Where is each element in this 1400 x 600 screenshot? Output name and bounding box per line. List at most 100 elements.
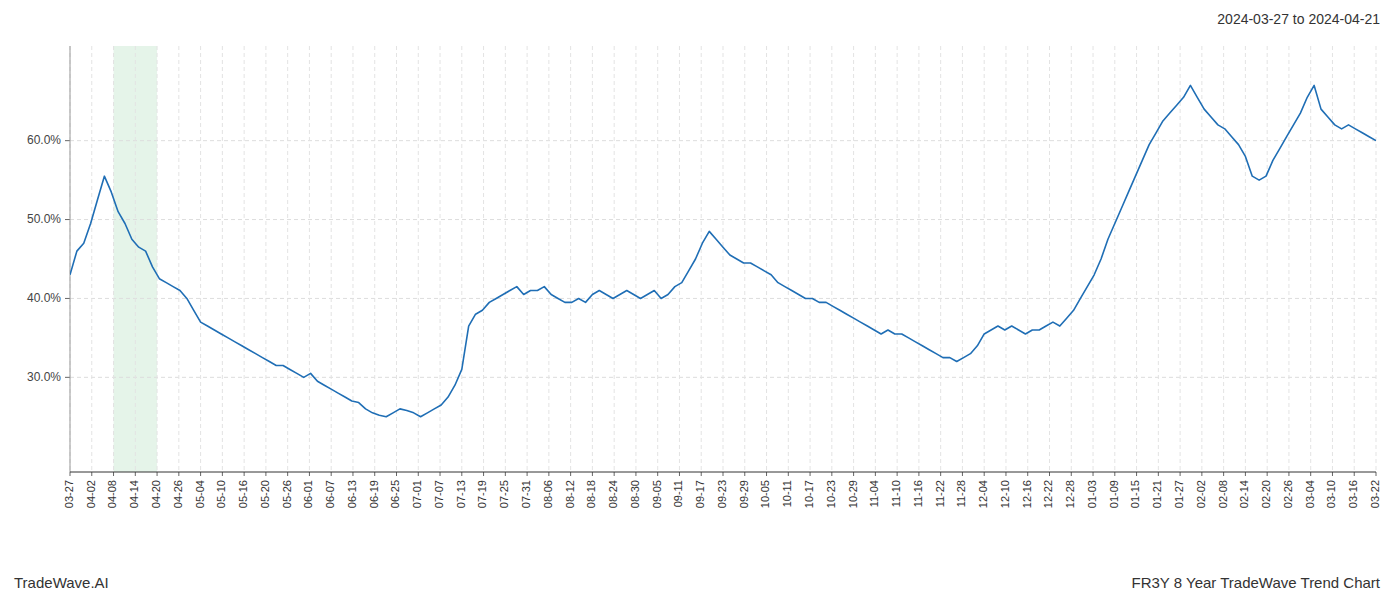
x-grid-line <box>1180 46 1181 472</box>
x-grid-line <box>287 46 288 472</box>
x-tick-label: 10-11 <box>781 480 793 507</box>
x-tick <box>1049 472 1050 476</box>
x-tick <box>200 472 201 476</box>
y-tick <box>65 140 70 141</box>
x-tick-label: 06-07 <box>324 480 336 508</box>
x-tick-label: 05-20 <box>259 480 271 508</box>
x-tick-label: 12-10 <box>999 480 1011 508</box>
x-grid-line <box>1267 46 1268 472</box>
x-tick <box>178 472 179 476</box>
x-tick-label: 05-04 <box>194 480 206 508</box>
x-grid-line <box>1245 46 1246 472</box>
x-grid-line <box>875 46 876 472</box>
y-tick <box>65 377 70 378</box>
x-tick-label: 07-31 <box>520 480 532 508</box>
x-grid-line <box>222 46 223 472</box>
x-tick <box>1136 472 1137 476</box>
x-tick <box>984 472 985 476</box>
x-grid-line <box>461 46 462 472</box>
x-grid-line <box>1354 46 1355 472</box>
x-tick-label: 03-04 <box>1304 480 1316 508</box>
x-tick-label: 03-27 <box>63 480 75 508</box>
x-tick <box>91 472 92 476</box>
x-tick-label: 07-07 <box>433 480 445 508</box>
x-tick <box>897 472 898 476</box>
x-tick <box>962 472 963 476</box>
x-grid-line <box>788 46 789 472</box>
x-grid-line <box>744 46 745 472</box>
x-grid-line <box>70 46 71 472</box>
grid <box>70 46 1376 472</box>
x-tick <box>527 472 528 476</box>
x-tick-label: 01-03 <box>1086 480 1098 508</box>
x-tick-label: 03-22 <box>1369 480 1381 508</box>
x-tick-label: 02-02 <box>1195 480 1207 508</box>
x-grid-line <box>853 46 854 472</box>
x-tick-label: 01-15 <box>1129 480 1141 508</box>
x-tick-label: 08-18 <box>585 480 597 508</box>
x-tick <box>1332 472 1333 476</box>
x-tick <box>70 472 71 476</box>
x-tick <box>1245 472 1246 476</box>
x-tick-label: 02-14 <box>1238 480 1250 508</box>
series-group <box>70 85 1376 416</box>
x-tick <box>1310 472 1311 476</box>
y-axis-line <box>70 46 71 472</box>
x-tick-label: 06-13 <box>346 480 358 508</box>
x-tick <box>483 472 484 476</box>
x-grid-line <box>592 46 593 472</box>
x-tick-label: 04-02 <box>85 480 97 508</box>
x-tick-label: 07-13 <box>455 480 467 508</box>
x-grid-line <box>1288 46 1289 472</box>
x-tick <box>1223 472 1224 476</box>
x-tick-label: 06-19 <box>368 480 380 508</box>
annotation: TradeWave.AI <box>14 574 109 591</box>
x-tick <box>113 472 114 476</box>
x-tick <box>1267 472 1268 476</box>
x-tick-label: 01-21 <box>1151 480 1163 508</box>
x-grid-line <box>766 46 767 472</box>
x-grid-line <box>244 46 245 472</box>
x-tick-label: 11-22 <box>934 480 946 507</box>
x-grid-line <box>701 46 702 472</box>
x-tick-label: 08-24 <box>607 480 619 508</box>
x-grid-line <box>918 46 919 472</box>
y-tick-label: 60.0% <box>27 133 61 147</box>
x-tick-label: 07-01 <box>411 480 423 508</box>
x-grid-line <box>679 46 680 472</box>
x-grid-line <box>113 46 114 472</box>
x-tick <box>1376 472 1377 476</box>
x-tick-label: 11-28 <box>955 480 967 507</box>
x-tick-label: 12-28 <box>1064 480 1076 508</box>
chart: 30.0%40.0%50.0%60.0%03-2704-0204-0804-14… <box>0 0 1400 600</box>
x-tick-label: 12-22 <box>1042 480 1054 508</box>
x-grid-line <box>1376 46 1377 472</box>
x-grid-line <box>810 46 811 472</box>
x-tick-label: 05-26 <box>281 480 293 508</box>
x-tick <box>222 472 223 476</box>
x-tick-label: 10-23 <box>825 480 837 508</box>
x-grid-line <box>1005 46 1006 472</box>
x-grid-line <box>374 46 375 472</box>
x-grid-line <box>527 46 528 472</box>
x-tick <box>788 472 789 476</box>
shade-group <box>114 46 158 472</box>
x-tick <box>810 472 811 476</box>
x-tick <box>744 472 745 476</box>
x-tick-label: 04-20 <box>150 480 162 508</box>
x-tick-label: 09-05 <box>651 480 663 508</box>
x-grid-line <box>309 46 310 472</box>
x-tick-label: 09-11 <box>672 480 684 507</box>
x-tick-label: 02-26 <box>1282 480 1294 508</box>
x-grid-line <box>1114 46 1115 472</box>
x-tick-label: 02-08 <box>1217 480 1229 508</box>
x-tick-label: 12-04 <box>977 480 989 508</box>
axes: 30.0%40.0%50.0%60.0%03-2704-0204-0804-14… <box>27 46 1381 508</box>
x-tick-label: 06-25 <box>389 480 401 508</box>
x-grid-line <box>178 46 179 472</box>
x-grid-line <box>1071 46 1072 472</box>
x-tick <box>287 472 288 476</box>
annotation: FR3Y 8 Year TradeWave Trend Chart <box>1132 574 1381 591</box>
x-grid-line <box>396 46 397 472</box>
x-tick <box>1005 472 1006 476</box>
